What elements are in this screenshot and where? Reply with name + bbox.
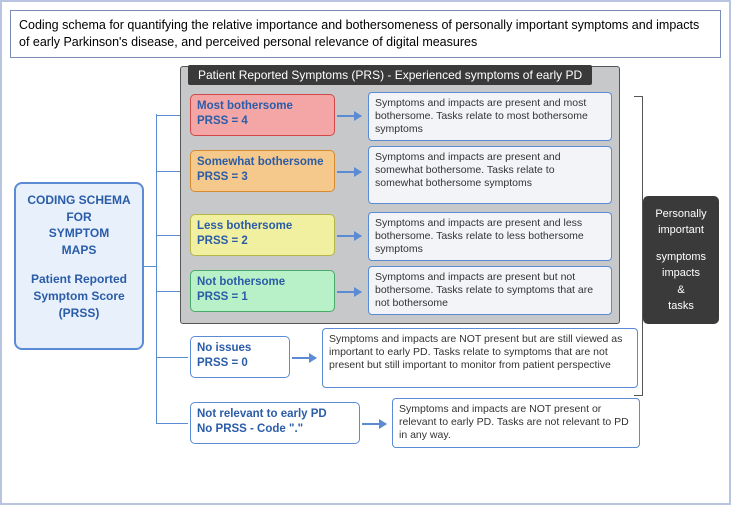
left-sub: Patient Reported [20,271,138,288]
extra-description: Symptoms and impacts are NOT present but… [322,328,638,388]
extra-level-box: No issuesPRSS = 0 [190,336,290,378]
arrow-icon [292,357,316,359]
level-score: PRSS = 0 [197,356,283,371]
level-score: No PRSS - Code "." [197,422,353,437]
level-label: Less bothersome [197,219,328,234]
branch-line [144,266,156,267]
branch-stub [156,357,188,358]
left-sub: Symptom Score [20,288,138,305]
level-box: Not bothersomePRSS = 1 [190,270,335,312]
level-box: Most bothersomePRSS = 4 [190,94,335,136]
arrow-icon [362,423,386,425]
right-line: Personally [647,206,715,223]
left-line: MAPS [20,242,138,259]
left-line: SYMPTOM [20,225,138,242]
right-line: impacts [647,265,715,282]
level-label: Most bothersome [197,99,328,114]
left-line: FOR [20,209,138,226]
level-box: Somewhat bothersomePRSS = 3 [190,150,335,192]
branch-stub [156,423,188,424]
arrow-icon [337,291,361,293]
level-label: Somewhat bothersome [197,155,328,170]
level-box: Less bothersomePRSS = 2 [190,214,335,256]
right-line: important [647,222,715,239]
level-label: No issues [197,341,283,356]
level-description: Symptoms and impacts are present and mos… [368,92,612,141]
level-score: PRSS = 3 [197,170,328,185]
prs-header: Patient Reported Symptoms (PRS) - Experi… [188,65,592,85]
extra-description: Symptoms and impacts are NOT present or … [392,398,640,448]
branch-line [156,114,157,424]
right-line: symptoms [647,249,715,266]
level-label: Not bothersome [197,275,328,290]
diagram-area: CODING SCHEMA FOR SYMPTOM MAPS Patient R… [10,66,721,496]
level-score: PRSS = 1 [197,290,328,305]
level-score: PRSS = 2 [197,234,328,249]
coding-schema-box: CODING SCHEMA FOR SYMPTOM MAPS Patient R… [14,182,144,350]
arrow-icon [337,235,361,237]
bracket [635,96,643,396]
level-description: Symptoms and impacts are present but not… [368,266,612,315]
arrow-icon [337,171,361,173]
arrow-icon [337,115,361,117]
left-sub: (PRSS) [20,305,138,322]
summary-box: Personally important symptoms impacts & … [643,196,719,324]
level-description: Symptoms and impacts are present and les… [368,212,612,261]
outer-frame: Coding schema for quantifying the relati… [0,0,731,505]
extra-level-box: Not relevant to early PDNo PRSS - Code "… [190,402,360,444]
title-box: Coding schema for quantifying the relati… [10,10,721,58]
right-line: & [647,282,715,299]
level-score: PRSS = 4 [197,114,328,129]
level-description: Symptoms and impacts are present and som… [368,146,612,204]
right-line: tasks [647,298,715,315]
level-label: Not relevant to early PD [197,407,353,422]
left-line: CODING SCHEMA [20,192,138,209]
